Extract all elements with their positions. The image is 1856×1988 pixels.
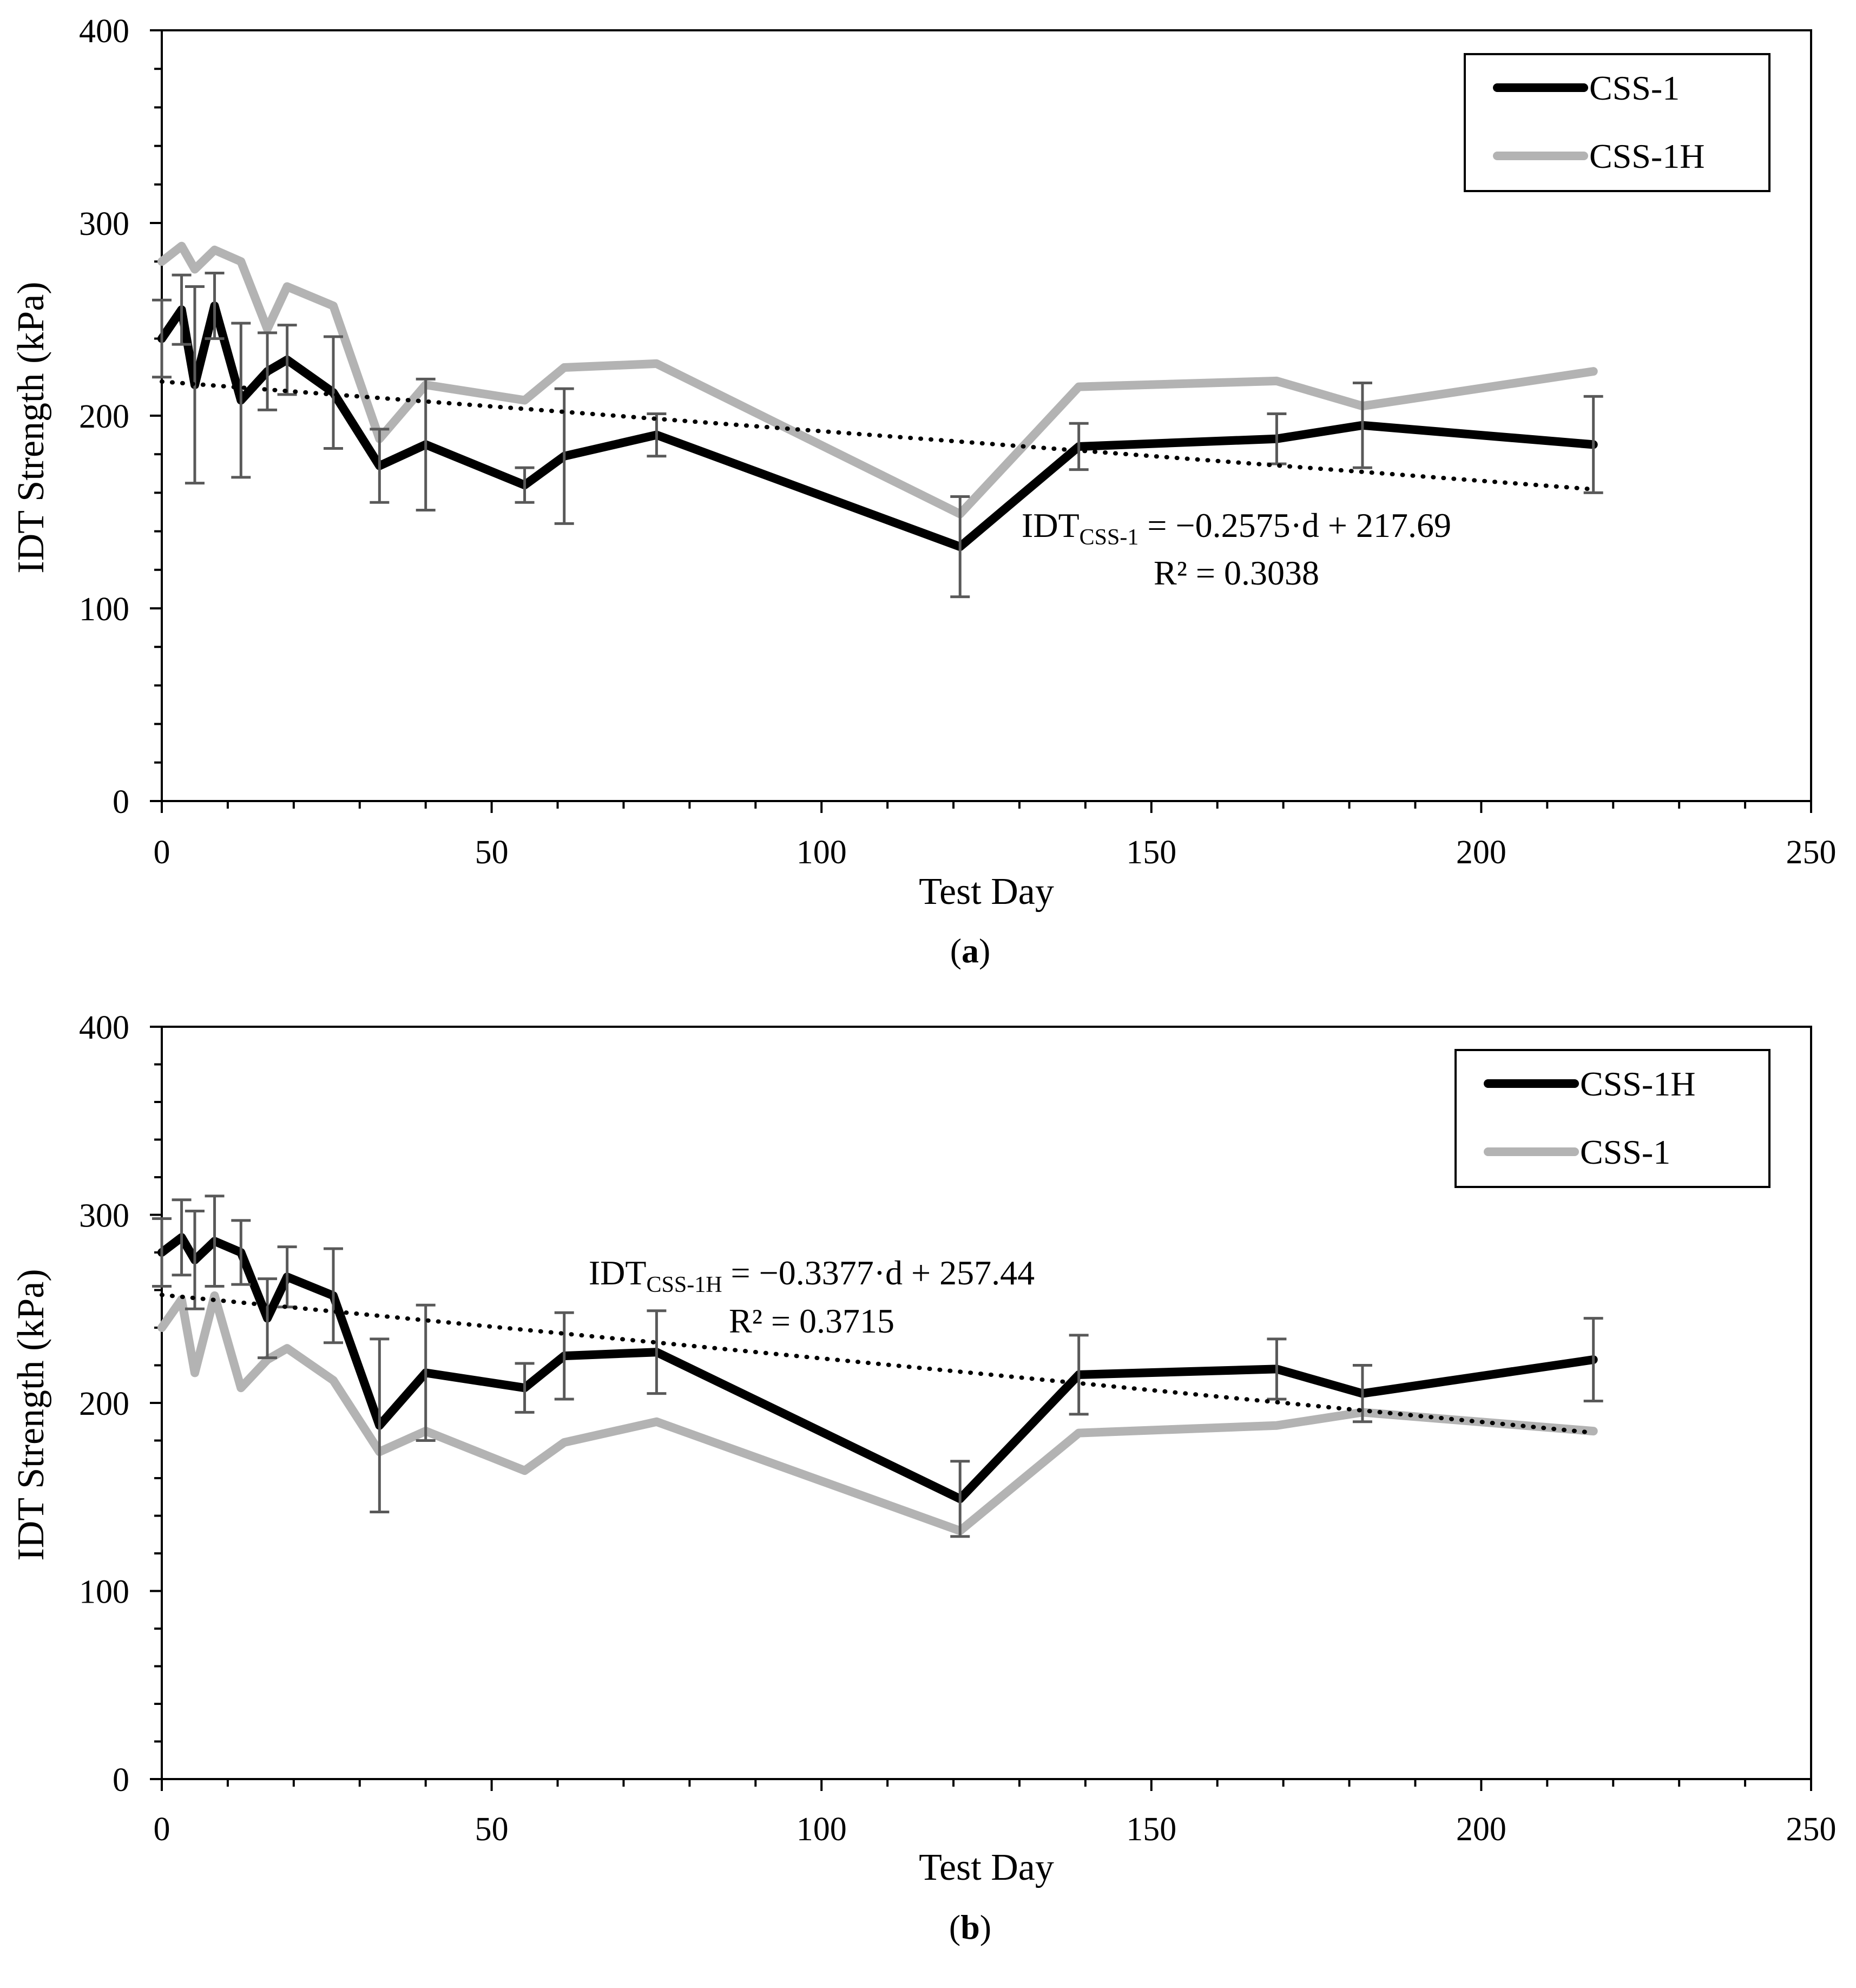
equation-lhs: IDT <box>1022 506 1080 544</box>
series-line-css-1h <box>157 1233 1598 1504</box>
error-bar <box>647 1309 667 1395</box>
x-tick-label: 0 <box>154 1811 170 1848</box>
error-bar <box>950 495 970 599</box>
equation-lhs: IDT <box>589 1254 647 1292</box>
error-bar <box>416 377 436 511</box>
series-line-css-1 <box>157 1291 1598 1536</box>
error-bar <box>515 466 535 504</box>
y-tick-label: 200 <box>79 1386 129 1422</box>
error-bar <box>554 1311 574 1401</box>
error-bar <box>323 1247 343 1344</box>
panel-label-letter: b <box>960 1908 980 1946</box>
error-bar <box>205 272 225 340</box>
series-line-css-1h <box>157 241 1598 519</box>
x-tick-label: 250 <box>1786 1811 1837 1848</box>
trendline-equation: IDTCSS-1 = −0.2575·d + 217.69 <box>1022 506 1451 550</box>
panel-label-close: ) <box>980 1908 991 1946</box>
error-bar <box>647 412 667 458</box>
error-bar <box>416 1303 436 1442</box>
error-bar <box>1583 1317 1603 1403</box>
error-bar <box>205 1195 225 1288</box>
error-bar <box>231 322 251 479</box>
trendline-equation: IDTCSS-1H = −0.3377·d + 257.44 <box>589 1254 1035 1297</box>
x-tick-label: 100 <box>797 1811 847 1848</box>
x-tick-label: 200 <box>1456 1811 1506 1848</box>
y-tick-label: 200 <box>79 398 129 435</box>
error-bar <box>1267 1337 1287 1401</box>
y-tick-label: 100 <box>79 1574 129 1611</box>
trendline-r-squared: R² = 0.3038 <box>1154 554 1319 592</box>
legend-label-css-1h: CSS-1H <box>1580 1065 1695 1103</box>
panel-label: (b) <box>949 1908 991 1946</box>
error-bar <box>172 1198 192 1277</box>
equation-rhs: = −0.3377·d + 257.44 <box>722 1254 1035 1292</box>
panel-label-letter: a <box>962 931 979 970</box>
legend-label-css-1h: CSS-1H <box>1589 137 1704 175</box>
x-tick-label: 150 <box>1126 1811 1176 1848</box>
y-tick-label: 400 <box>79 13 129 50</box>
legend-box <box>1464 53 1771 192</box>
error-bar <box>258 1277 278 1360</box>
error-bar <box>231 1219 251 1286</box>
panel-label-close: ) <box>979 931 990 970</box>
error-bar <box>1352 1364 1372 1423</box>
panel-a: 0 50 100 150 200 250 0 100 200 300 400 Test Day IDT … <box>10 13 1837 970</box>
equation-subscript: CSS-1 <box>1080 525 1139 550</box>
error-bar <box>950 1460 970 1538</box>
error-bar <box>1583 395 1603 494</box>
error-bar <box>1069 1334 1089 1416</box>
series-line-css-1 <box>157 301 1598 552</box>
x-axis-label: Test Day <box>919 871 1054 913</box>
error-bar <box>152 1217 172 1288</box>
trendline-r-squared: R² = 0.3715 <box>729 1302 894 1340</box>
legend-label-css-1: CSS-1 <box>1580 1133 1670 1171</box>
y-tick-label: 300 <box>79 206 129 242</box>
legend: CSS-1 CSS-1H <box>1464 53 1771 192</box>
x-tick-label: 100 <box>797 834 847 871</box>
x-tick-label: 200 <box>1456 834 1506 871</box>
equation-subscript: CSS-1H <box>646 1272 722 1297</box>
error-bar <box>152 298 172 379</box>
y-tick-label: 300 <box>79 1198 129 1235</box>
error-bar <box>323 335 343 450</box>
y-tick-label: 100 <box>79 591 129 628</box>
x-axis-label: Test Day <box>919 1847 1054 1888</box>
error-bar <box>172 273 192 346</box>
legend-box <box>1454 1049 1771 1188</box>
error-bar <box>1352 381 1372 469</box>
error-bar <box>277 324 297 396</box>
trendline <box>160 379 1596 491</box>
error-bar <box>258 331 278 411</box>
panel-label-open: ( <box>950 931 962 970</box>
error-bar <box>1069 422 1089 471</box>
error-bar <box>370 1337 390 1514</box>
legend-label-css-1: CSS-1 <box>1589 69 1680 107</box>
x-tick-label: 150 <box>1126 834 1176 871</box>
y-axis-label: IDT Strength (kPa) <box>10 281 52 573</box>
error-bar <box>370 428 390 504</box>
x-tick-label: 250 <box>1786 834 1837 871</box>
y-axis-label: IDT Strength (kPa) <box>10 1269 52 1560</box>
trendline <box>160 1292 1596 1435</box>
legend: CSS-1H CSS-1 <box>1454 1049 1771 1188</box>
y-tick-label: 400 <box>79 1009 129 1046</box>
panel-label-open: ( <box>949 1908 960 1946</box>
y-tick-label: 0 <box>113 1762 129 1799</box>
error-bar <box>515 1362 535 1414</box>
x-tick-label: 0 <box>154 834 170 871</box>
equation-rhs: = −0.2575·d + 217.69 <box>1138 506 1451 544</box>
x-tick-label: 50 <box>475 1811 509 1848</box>
panel-b: 0 50 100 150 200 250 0 100 200 300 400 Test Day IDT … <box>10 1009 1837 1946</box>
y-tick-label: 0 <box>113 784 129 821</box>
x-tick-label: 50 <box>475 834 509 871</box>
panel-label: (a) <box>950 931 991 970</box>
error-bar <box>185 1210 205 1310</box>
